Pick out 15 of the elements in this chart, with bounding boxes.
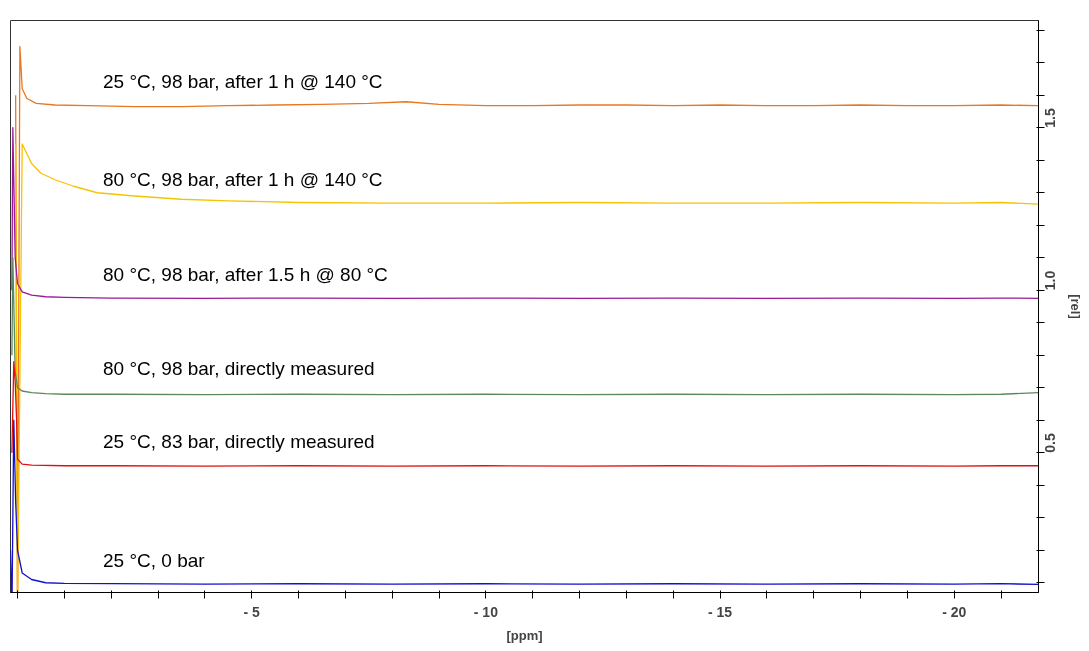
x-tick-label: - 15 (707, 603, 733, 620)
y-axis-title: [rel] (1067, 294, 1083, 319)
x-tick-label: - 20 (942, 603, 967, 620)
y-tick-label: 1.0 (1041, 270, 1058, 291)
series-label: 25 °C, 98 bar, after 1 h @ 140 °C (103, 70, 383, 92)
series-label: 25 °C, 83 bar, directly measured (103, 430, 375, 452)
y-tick-label: 0.5 (1041, 433, 1058, 453)
series-label: 80 °C, 98 bar, directly measured (103, 357, 375, 379)
x-tick-label: - 5 (243, 603, 261, 620)
series-label: 80 °C, 98 bar, after 1.5 h @ 80 °C (103, 263, 388, 285)
series-label: 25 °C, 0 bar (103, 549, 206, 571)
y-tick-label: 1.5 (1041, 108, 1058, 128)
x-axis-title: [ppm] (506, 627, 543, 643)
series-label: 80 °C, 98 bar, after 1 h @ 140 °C (103, 169, 383, 191)
x-tick-label: - 10 (473, 603, 499, 620)
